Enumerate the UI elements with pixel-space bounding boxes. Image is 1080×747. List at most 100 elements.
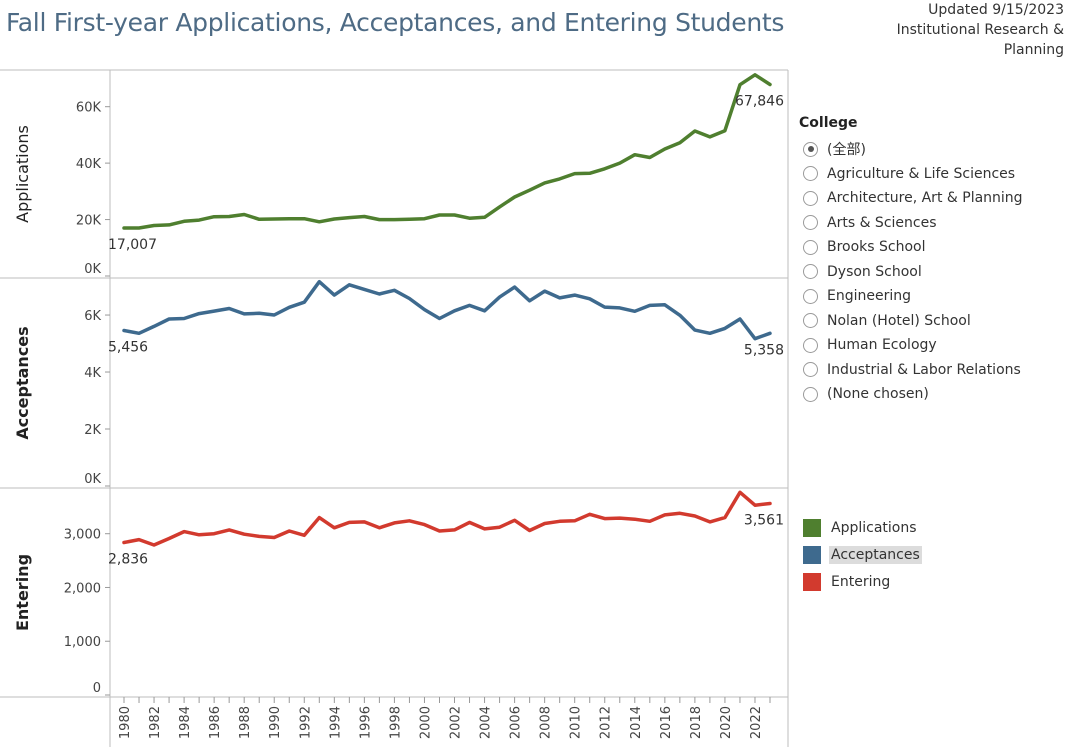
x-tick-label: 1992 — [298, 706, 313, 739]
radio-button[interactable] — [803, 264, 818, 280]
data-point — [453, 309, 457, 313]
college-option-label: Human Ecology — [827, 337, 937, 354]
radio-button[interactable] — [803, 313, 818, 329]
y-axis-title: Acceptances — [13, 326, 32, 439]
data-point — [197, 533, 201, 537]
data-point — [753, 73, 757, 77]
data-point — [332, 293, 336, 297]
data-point — [122, 541, 126, 545]
data-point — [708, 135, 712, 139]
college-option[interactable]: Human Ecology — [803, 333, 1023, 358]
college-option[interactable]: Architecture, Art & Planning — [803, 186, 1023, 211]
college-filter[interactable]: (全部) Agriculture & Life Sciences Architect… — [803, 137, 1023, 407]
color-legend[interactable]: Applications Acceptances Entering — [803, 514, 922, 595]
data-point — [407, 297, 411, 301]
college-option[interactable]: Dyson School — [803, 260, 1023, 285]
data-point — [227, 306, 231, 310]
data-point — [678, 141, 682, 145]
y-tick-label: 0K — [84, 262, 101, 277]
radio-button[interactable] — [803, 141, 818, 157]
data-point — [483, 309, 487, 313]
radio-button[interactable] — [803, 239, 818, 255]
data-point — [272, 535, 276, 539]
x-tick-label: 1988 — [238, 706, 253, 739]
college-option[interactable]: Brooks School — [803, 235, 1023, 260]
data-point — [588, 512, 592, 516]
data-point — [738, 83, 742, 87]
radio-button[interactable] — [803, 166, 818, 182]
legend-item[interactable]: Entering — [803, 568, 922, 595]
radio-button[interactable] — [803, 190, 818, 206]
x-tick-label: 2006 — [509, 706, 524, 739]
college-option[interactable]: Arts & Sciences — [803, 211, 1023, 236]
y-tick-label: 3,000 — [64, 528, 101, 543]
data-point — [768, 502, 772, 506]
data-point — [302, 217, 306, 221]
data-point — [347, 520, 351, 524]
legend-swatch — [803, 545, 821, 564]
org-line-2: Planning — [1003, 42, 1064, 58]
data-point — [753, 503, 757, 507]
data-point — [693, 514, 697, 518]
college-option-label: Dyson School — [827, 263, 922, 280]
legend-item[interactable]: Applications — [803, 514, 922, 541]
update-info: Updated 9/15/2023 Institutional Research… — [897, 0, 1064, 60]
legend-swatch — [803, 572, 821, 591]
data-point — [407, 519, 411, 523]
data-point — [663, 303, 667, 307]
data-point — [197, 312, 201, 316]
x-tick-label: 2004 — [479, 706, 494, 739]
data-point — [723, 129, 727, 133]
data-point — [588, 297, 592, 301]
x-tick-label: 2012 — [599, 706, 614, 739]
y-tick-label: 1,000 — [64, 635, 101, 650]
data-point — [543, 521, 547, 525]
data-point — [362, 214, 366, 218]
page-title: Fall First-year Applications, Acceptance… — [6, 8, 785, 37]
data-point — [152, 324, 156, 328]
radio-button[interactable] — [803, 362, 818, 378]
data-point — [708, 520, 712, 524]
legend-item[interactable]: Acceptances — [803, 541, 922, 568]
college-option[interactable]: (None chosen) — [803, 382, 1023, 407]
updated-date: Updated 9/15/2023 — [928, 2, 1064, 18]
data-point — [693, 129, 697, 133]
college-option-label: Agriculture & Life Sciences — [827, 165, 1016, 182]
college-option[interactable]: (全部) — [803, 137, 1023, 162]
legend-label: Entering — [831, 573, 891, 590]
data-point — [648, 155, 652, 159]
radio-button[interactable] — [803, 337, 818, 353]
data-point — [453, 528, 457, 532]
data-point — [603, 517, 607, 521]
data-point — [468, 216, 472, 220]
radio-button[interactable] — [803, 215, 818, 231]
college-option[interactable]: Agriculture & Life Sciences — [803, 162, 1023, 187]
data-point — [212, 215, 216, 219]
data-point — [407, 217, 411, 221]
data-point — [468, 303, 472, 307]
data-point — [513, 285, 517, 289]
data-point — [618, 516, 622, 520]
data-point — [257, 217, 261, 221]
college-option-label: Arts & Sciences — [827, 214, 937, 231]
radio-button[interactable] — [803, 386, 818, 402]
data-point — [663, 147, 667, 151]
college-option[interactable]: Industrial & Labor Relations — [803, 358, 1023, 383]
college-option-label: Industrial & Labor Relations — [827, 361, 1021, 378]
data-point — [422, 217, 426, 221]
data-point — [633, 517, 637, 521]
radio-button[interactable] — [803, 288, 818, 304]
data-point — [558, 177, 562, 181]
data-point — [242, 212, 246, 216]
college-option[interactable]: Nolan (Hotel) School — [803, 309, 1023, 334]
data-point — [272, 313, 276, 317]
last-value-label: 3,561 — [744, 513, 784, 529]
college-option[interactable]: Engineering — [803, 284, 1023, 309]
data-point — [152, 543, 156, 547]
org-line-1: Institutional Research & — [896, 22, 1064, 38]
data-point — [437, 316, 441, 320]
data-point — [317, 516, 321, 520]
data-point — [182, 530, 186, 534]
data-point — [302, 533, 306, 537]
